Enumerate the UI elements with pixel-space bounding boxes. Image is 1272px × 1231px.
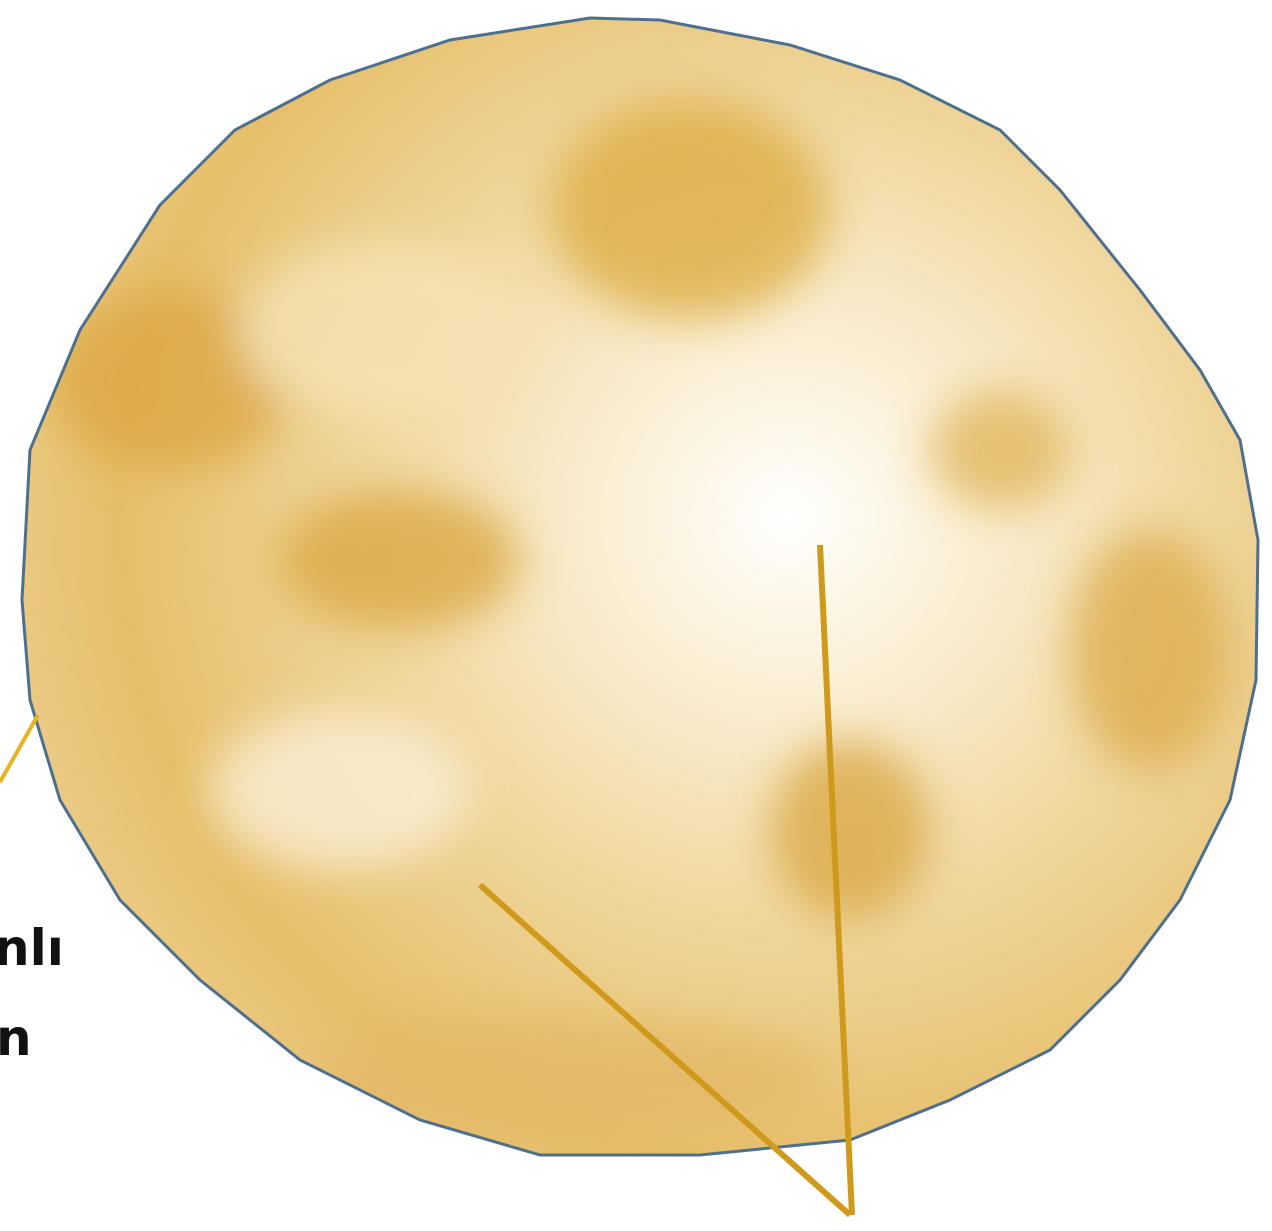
pointer-line: [478, 882, 852, 1218]
label: n: [0, 1009, 32, 1067]
pointer-line: [0, 714, 40, 783]
planet-outline: [20, 16, 1260, 1157]
pointer-line: [817, 544, 855, 1216]
label: nlı: [0, 919, 64, 977]
